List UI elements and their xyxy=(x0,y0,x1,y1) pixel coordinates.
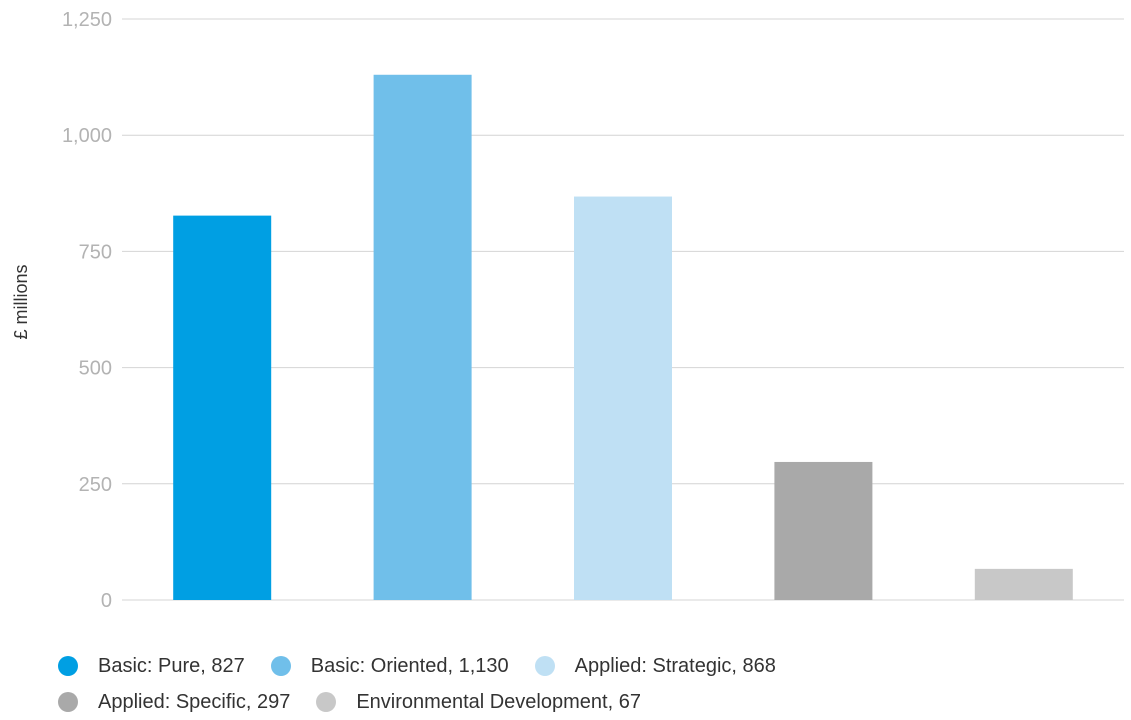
bars xyxy=(173,74,1073,601)
legend-swatch-basic-pure xyxy=(58,656,78,676)
legend-swatch-applied-strategic xyxy=(534,656,555,676)
legend-item-basic-pure: Basic: Pure, 827 xyxy=(58,655,245,678)
legend-label-environmental-development: Environmental Development, 67 xyxy=(356,690,641,713)
legend-label-applied-specific: Applied: Specific, 297 xyxy=(98,690,291,713)
y-tick-label-500: 500 xyxy=(79,358,112,380)
bar-applied-specific xyxy=(774,461,873,600)
legend-row-2: Applied: Specific, 297 Environmental Dev… xyxy=(58,684,958,720)
legend-item-applied-specific: Applied: Specific, 297 xyxy=(58,691,290,714)
bar-environmental-development xyxy=(974,568,1073,600)
bar-basic-oriented xyxy=(373,74,472,600)
legend-swatch-applied-specific xyxy=(58,692,78,712)
y-tick-label-750: 750 xyxy=(79,241,112,263)
y-tick-label-1250: 1,250 xyxy=(62,9,112,31)
legend-label-basic-pure: Basic: Pure, 827 xyxy=(98,654,245,677)
y-tick-labels: 0 250 500 750 1,000 1,250 xyxy=(62,9,112,612)
legend-swatch-environmental-development xyxy=(316,692,337,712)
y-tick-label-250: 250 xyxy=(79,474,112,496)
legend-label-basic-oriented: Basic: Oriented, 1,130 xyxy=(310,654,509,677)
y-tick-label-0: 0 xyxy=(101,590,112,612)
y-tick-label-1000: 1,000 xyxy=(62,125,112,147)
legend-item-environmental-development: Environmental Development, 67 xyxy=(316,691,641,714)
legend-item-basic-oriented: Basic: Oriented, 1,130 xyxy=(270,654,509,678)
bar-applied-strategic xyxy=(574,196,672,601)
legend: Basic: Pure, 827 Basic: Oriented, 1,130 … xyxy=(58,648,958,720)
legend-item-applied-strategic: Applied: Strategic, 868 xyxy=(534,654,776,678)
bar-chart: 0 250 500 750 1,000 1,250 £ millions xyxy=(11,9,1124,612)
y-axis-title: £ millions xyxy=(11,264,31,339)
legend-swatch-basic-oriented xyxy=(270,656,291,676)
legend-label-applied-strategic: Applied: Strategic, 868 xyxy=(574,654,776,677)
legend-row-1: Basic: Pure, 827 Basic: Oriented, 1,130 … xyxy=(58,648,958,684)
bar-basic-pure xyxy=(173,215,272,600)
